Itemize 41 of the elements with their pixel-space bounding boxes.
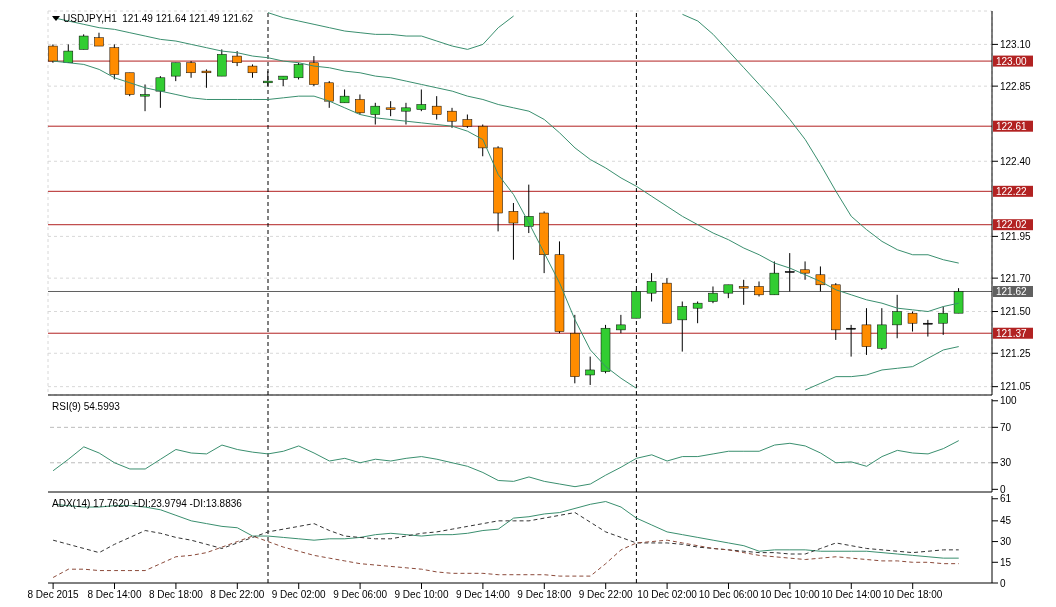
ref-line-label: 122.22 xyxy=(996,185,1028,197)
x-tick-label: 10 Dec 18:00 xyxy=(882,589,943,601)
x-tick-label: 9 Dec 10:00 xyxy=(394,589,449,601)
y-tick-label: 100 xyxy=(1000,395,1018,407)
y-tick-label: 70 xyxy=(1000,421,1012,433)
x-tick-label: 8 Dec 18:00 xyxy=(148,589,204,601)
ref-line-label: 122.61 xyxy=(996,120,1028,132)
y-tick-label: 61 xyxy=(1000,493,1012,505)
y-tick-label: 122.85 xyxy=(1000,80,1032,92)
x-tick-label: 9 Dec 14:00 xyxy=(455,589,511,601)
ref-line-label: 121.62 xyxy=(996,285,1028,297)
chart-title: RSI(9) 54.5993 xyxy=(52,401,120,412)
y-tick-label: 121.05 xyxy=(1000,381,1032,393)
x-tick-label: 9 Dec 18:00 xyxy=(517,589,572,601)
x-tick-label: 10 Dec 02:00 xyxy=(637,589,698,601)
x-tick-label: 9 Dec 06:00 xyxy=(333,589,388,601)
x-tick-label: 8 Dec 14:00 xyxy=(87,589,142,601)
ref-line-label: 122.02 xyxy=(996,219,1028,231)
x-tick-label: 8 Dec 22:00 xyxy=(210,589,265,601)
ref-line-label: 121.37 xyxy=(996,327,1028,339)
y-tick-label: 45 xyxy=(1000,515,1012,527)
y-tick-label: 121.70 xyxy=(1000,272,1032,284)
x-tick-label: 10 Dec 14:00 xyxy=(821,589,882,601)
x-tick-label: 10 Dec 10:00 xyxy=(760,589,821,601)
y-tick-label: 121.50 xyxy=(1000,306,1032,318)
y-tick-label: 15 xyxy=(1000,556,1012,568)
x-tick-label: 9 Dec 02:00 xyxy=(271,589,327,601)
y-tick-label: 121.95 xyxy=(1000,230,1032,242)
y-tick-label: 0 xyxy=(1000,577,1006,589)
y-tick-label: 123.10 xyxy=(1000,38,1032,50)
chart-title: USDJPY,H1 121.49 121.64 121.49 121.62 xyxy=(63,13,253,24)
y-tick-label: 121.25 xyxy=(1000,347,1032,359)
x-tick-label: 9 Dec 22:00 xyxy=(578,589,634,601)
x-tick-label: 10 Dec 06:00 xyxy=(698,589,759,601)
x-tick-label: 8 Dec 2015 xyxy=(27,589,80,601)
chart-title: ADX(14) 17.7620 +DI:23.9794 -DI:13.8836 xyxy=(52,498,242,509)
ref-line-label: 123.00 xyxy=(996,55,1028,67)
y-tick-label: 30 xyxy=(1000,536,1012,548)
y-tick-label: 122.40 xyxy=(1000,155,1032,167)
y-tick-label: 30 xyxy=(1000,457,1012,469)
y-tick-label: 0 xyxy=(1000,483,1006,495)
